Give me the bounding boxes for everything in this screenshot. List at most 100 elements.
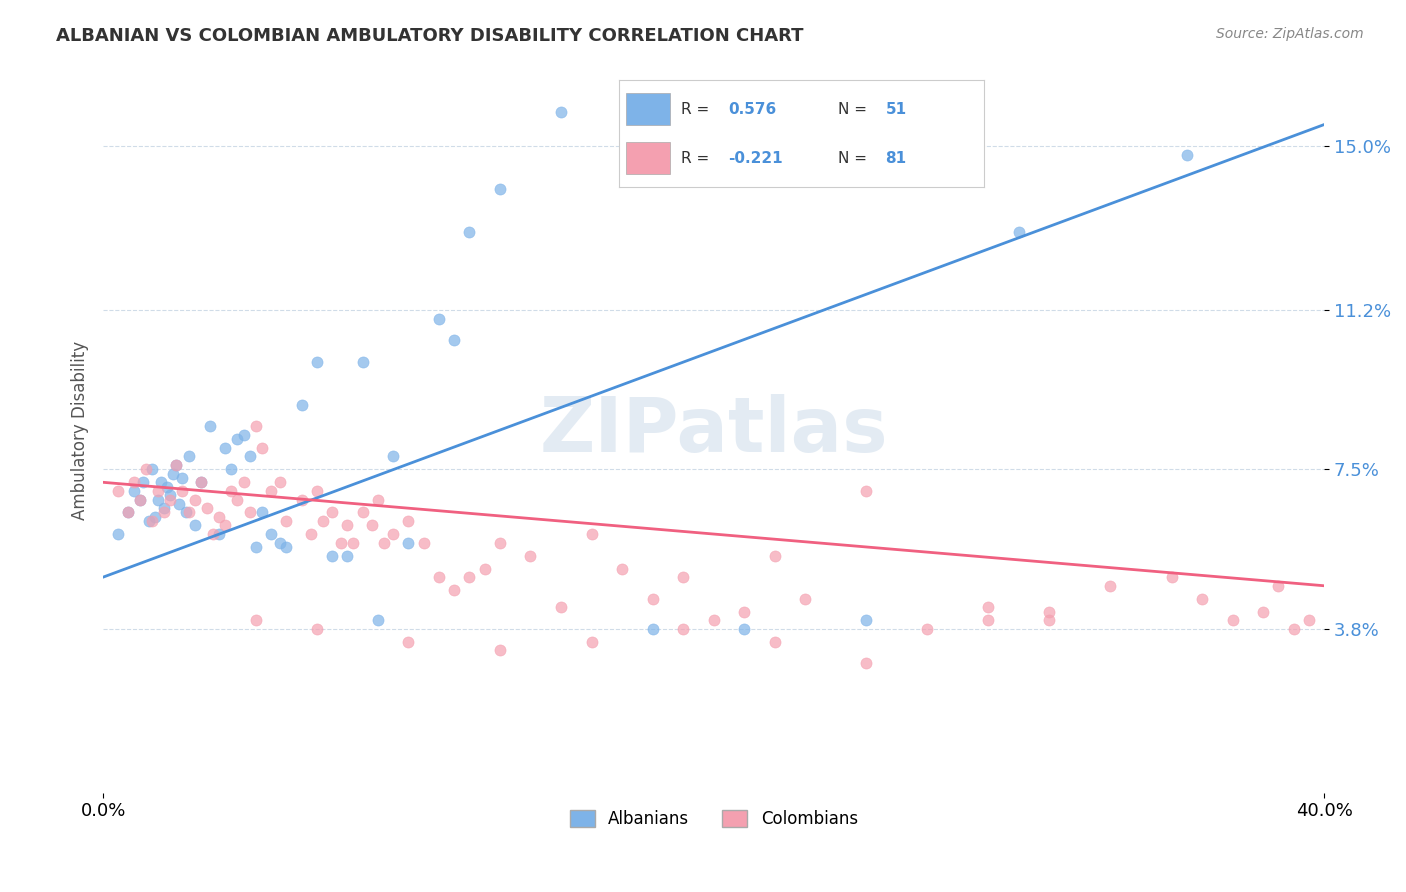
Text: R =: R = xyxy=(681,102,714,117)
Text: R =: R = xyxy=(681,151,714,166)
Point xyxy=(550,600,572,615)
Point xyxy=(260,483,283,498)
Point xyxy=(159,488,181,502)
Point xyxy=(135,462,157,476)
Legend: Albanians, Colombians: Albanians, Colombians xyxy=(562,804,865,835)
Point xyxy=(290,492,312,507)
Point xyxy=(107,483,129,498)
Point xyxy=(321,506,343,520)
Point xyxy=(143,509,166,524)
Point xyxy=(977,613,1000,627)
Point xyxy=(159,492,181,507)
Point xyxy=(519,549,541,563)
Point xyxy=(610,561,633,575)
Point xyxy=(1175,147,1198,161)
Point xyxy=(276,514,298,528)
Point xyxy=(202,527,225,541)
Point xyxy=(250,441,273,455)
Point xyxy=(183,518,205,533)
Point xyxy=(641,622,664,636)
Point xyxy=(763,549,786,563)
Point xyxy=(122,475,145,490)
Text: 0.576: 0.576 xyxy=(728,102,776,117)
Point xyxy=(396,634,419,648)
Point xyxy=(581,527,603,541)
Point xyxy=(474,561,496,575)
Point xyxy=(550,104,572,119)
Point xyxy=(1038,613,1060,627)
Point xyxy=(128,492,150,507)
Point xyxy=(855,657,877,671)
Point xyxy=(156,480,179,494)
Point xyxy=(141,462,163,476)
Text: ALBANIAN VS COLOMBIAN AMBULATORY DISABILITY CORRELATION CHART: ALBANIAN VS COLOMBIAN AMBULATORY DISABIL… xyxy=(56,27,804,45)
Point xyxy=(373,535,395,549)
Point xyxy=(412,535,434,549)
Point xyxy=(427,570,450,584)
Point xyxy=(1267,579,1289,593)
Point xyxy=(305,483,328,498)
Point xyxy=(1099,579,1122,593)
Text: N =: N = xyxy=(838,151,872,166)
Point xyxy=(733,605,755,619)
Point xyxy=(305,354,328,368)
Point xyxy=(269,535,291,549)
Point xyxy=(855,483,877,498)
Point xyxy=(169,497,191,511)
Point xyxy=(250,506,273,520)
Point xyxy=(122,483,145,498)
Point xyxy=(195,501,218,516)
Point xyxy=(396,535,419,549)
Point xyxy=(1222,613,1244,627)
Point xyxy=(330,535,353,549)
Point xyxy=(177,450,200,464)
Point xyxy=(198,419,221,434)
Point xyxy=(174,506,197,520)
Point xyxy=(276,540,298,554)
Point xyxy=(208,527,231,541)
Point xyxy=(239,450,262,464)
Point xyxy=(336,549,359,563)
Point xyxy=(138,514,160,528)
Text: N =: N = xyxy=(838,102,872,117)
Point xyxy=(672,622,695,636)
Point xyxy=(183,492,205,507)
Point xyxy=(132,475,155,490)
Point xyxy=(855,613,877,627)
Point xyxy=(146,483,169,498)
Text: 81: 81 xyxy=(886,151,907,166)
Point xyxy=(190,475,212,490)
Point xyxy=(305,622,328,636)
Point xyxy=(1160,570,1182,584)
FancyBboxPatch shape xyxy=(626,143,669,175)
Point xyxy=(245,540,267,554)
Point xyxy=(117,506,139,520)
Point xyxy=(312,514,335,528)
Point xyxy=(117,506,139,520)
Point xyxy=(489,182,512,196)
Point xyxy=(1298,613,1320,627)
Point xyxy=(342,535,364,549)
Point xyxy=(443,333,465,347)
Point xyxy=(1282,622,1305,636)
Point xyxy=(396,514,419,528)
Point xyxy=(245,419,267,434)
Point xyxy=(1038,605,1060,619)
Point xyxy=(299,527,322,541)
Point xyxy=(733,622,755,636)
Text: ZIPatlas: ZIPatlas xyxy=(540,393,889,467)
Point xyxy=(352,506,374,520)
Point xyxy=(703,613,725,627)
Point xyxy=(367,492,389,507)
Point xyxy=(226,492,249,507)
Point xyxy=(214,518,236,533)
Point xyxy=(763,634,786,648)
Text: -0.221: -0.221 xyxy=(728,151,783,166)
Point xyxy=(367,613,389,627)
Point xyxy=(190,475,212,490)
Text: 51: 51 xyxy=(886,102,907,117)
Point xyxy=(382,527,405,541)
FancyBboxPatch shape xyxy=(626,93,669,125)
Point xyxy=(232,475,254,490)
Point xyxy=(427,311,450,326)
